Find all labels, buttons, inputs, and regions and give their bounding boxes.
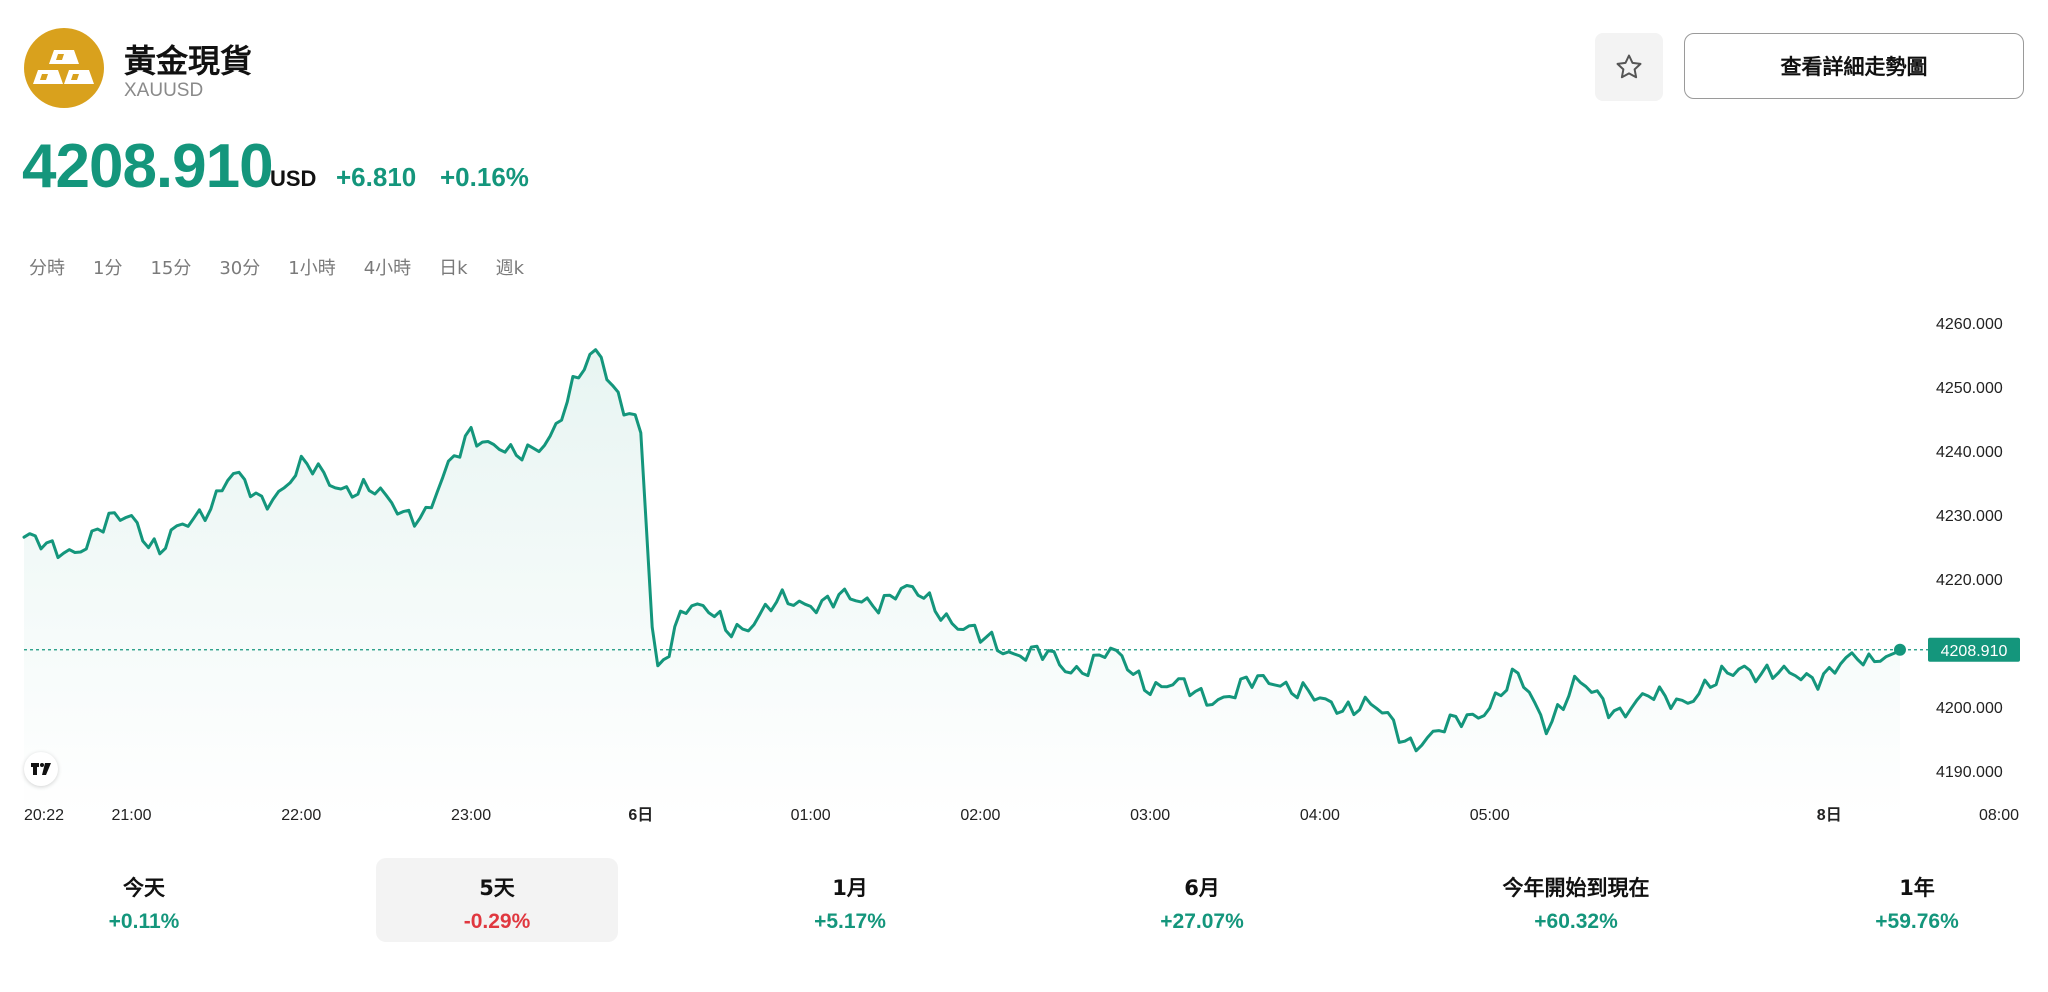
x-axis-tick-label: 01:00 bbox=[791, 807, 831, 824]
x-axis-tick-label: 22:00 bbox=[281, 807, 321, 824]
instrument-title: 黃金現貨 bbox=[124, 42, 253, 80]
tab-interval-4hour[interactable]: 4小時 bbox=[363, 258, 412, 279]
y-axis-tick-label: 4190.000 bbox=[1936, 764, 2003, 781]
period-value: -0.29% bbox=[463, 910, 531, 933]
y-axis-tick-label: 4200.000 bbox=[1936, 700, 2003, 717]
y-axis-tick-label: 4260.000 bbox=[1936, 316, 2003, 333]
period-value: +59.76% bbox=[1875, 910, 1959, 933]
performance-periods: 今天 +0.11% 5天 -0.29% 1月 +5.17% 6月 +27.07%… bbox=[24, 858, 2024, 944]
period-label: 1月 bbox=[832, 876, 868, 900]
price-currency: USD bbox=[270, 166, 317, 191]
last-price-point bbox=[1894, 643, 1906, 656]
tab-interval-intraday[interactable]: 分時 bbox=[29, 258, 65, 279]
interval-tabs: 分時 1分 15分 30分 1小時 4小時 日k 週k bbox=[29, 254, 552, 280]
tab-interval-15min[interactable]: 15分 bbox=[150, 258, 192, 279]
tab-interval-30min[interactable]: 30分 bbox=[219, 258, 261, 279]
y-axis-tick-label: 4220.000 bbox=[1936, 572, 2003, 589]
x-axis-tick-label: 20:22 bbox=[24, 807, 64, 824]
tab-interval-1hour[interactable]: 1小時 bbox=[288, 258, 336, 279]
x-axis-tick-label: 23:00 bbox=[451, 807, 491, 824]
price-line bbox=[22, 348, 1902, 753]
period-1-month[interactable]: 1月 +5.17% bbox=[730, 858, 970, 942]
x-axis-tick-label: 21:00 bbox=[111, 807, 151, 824]
period-label: 1年 bbox=[1899, 876, 1935, 900]
gold-bars-icon bbox=[33, 50, 94, 84]
tab-interval-1min[interactable]: 1分 bbox=[93, 258, 123, 279]
period-label: 今年開始到現在 bbox=[1502, 876, 1650, 900]
x-axis-tick-label: 04:00 bbox=[1300, 807, 1340, 824]
view-detailed-chart-button[interactable]: 查看詳細走勢圖 bbox=[1684, 33, 2024, 99]
period-5-days[interactable]: 5天 -0.29% bbox=[376, 858, 618, 942]
y-axis-tick-label: 4250.000 bbox=[1936, 380, 2003, 397]
favorite-button[interactable] bbox=[1595, 33, 1663, 101]
x-axis-tick-label: 02:00 bbox=[960, 807, 1000, 824]
period-label: 今天 bbox=[123, 876, 165, 900]
period-value: +0.11% bbox=[108, 910, 180, 933]
period-year-to-date[interactable]: 今年開始到現在 +60.32% bbox=[1426, 858, 1726, 942]
price-chart[interactable]: 4260.000 4250.000 4240.000 4230.000 4220.000… bbox=[0, 300, 2048, 840]
period-today[interactable]: 今天 +0.11% bbox=[24, 858, 264, 942]
instrument-symbol: XAUUSD bbox=[124, 80, 204, 101]
x-axis-tick-label: 05:00 bbox=[1470, 807, 1510, 824]
last-price-label: 4208.910 bbox=[1941, 643, 2008, 660]
tradingview-icon bbox=[31, 763, 51, 775]
period-1-year[interactable]: 1年 +59.76% bbox=[1810, 858, 2024, 942]
star-icon bbox=[1616, 54, 1642, 79]
tradingview-logo[interactable] bbox=[24, 752, 58, 786]
price-change: +6.810 bbox=[336, 162, 417, 192]
period-value: +5.17% bbox=[814, 910, 886, 933]
x-axis-tick-label: 6日 bbox=[628, 806, 653, 824]
tab-interval-daily[interactable]: 日k bbox=[439, 258, 468, 279]
current-price: 4208.910 bbox=[22, 132, 274, 201]
last-price-label-bg bbox=[1928, 637, 2020, 662]
period-value: +60.32% bbox=[1534, 910, 1618, 933]
period-label: 6月 bbox=[1184, 876, 1220, 900]
tab-interval-weekly[interactable]: 週k bbox=[495, 258, 525, 279]
y-axis-tick-label: 4230.000 bbox=[1936, 508, 2003, 525]
price-area bbox=[24, 349, 1900, 820]
x-axis-tick-label: 03:00 bbox=[1130, 807, 1170, 824]
y-axis-tick-label: 4240.000 bbox=[1936, 444, 2003, 461]
x-axis-tick-label: 08:00 bbox=[1979, 807, 2019, 824]
period-label: 5天 bbox=[479, 876, 515, 900]
x-axis-tick-label: 8日 bbox=[1817, 806, 1842, 824]
period-6-months[interactable]: 6月 +27.07% bbox=[1082, 858, 1322, 942]
price-change-percent: +0.16% bbox=[440, 162, 529, 192]
period-value: +27.07% bbox=[1160, 910, 1244, 933]
instrument-logo bbox=[24, 28, 104, 108]
